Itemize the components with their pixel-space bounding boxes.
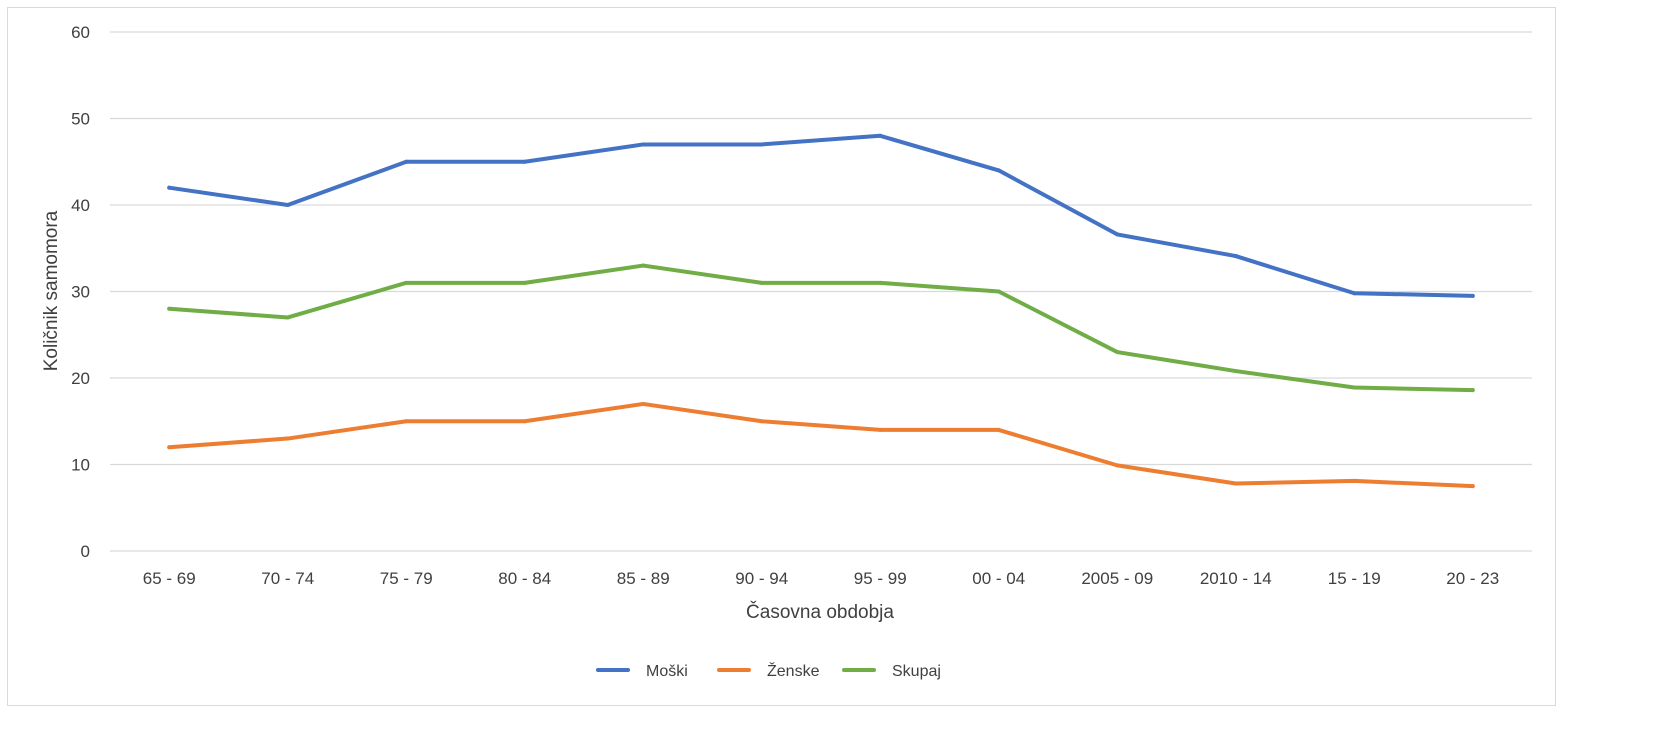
data-point bbox=[1352, 478, 1357, 483]
data-point bbox=[996, 427, 1001, 432]
legend-item: Ženske bbox=[717, 661, 820, 680]
data-point bbox=[996, 289, 1001, 294]
y-tick-label: 60 bbox=[71, 23, 90, 42]
legend-label: Moški bbox=[646, 663, 688, 680]
data-point bbox=[878, 133, 883, 138]
gridlines bbox=[110, 31, 1532, 552]
y-tick-label: 0 bbox=[81, 542, 90, 561]
data-point bbox=[1233, 369, 1238, 374]
data-point bbox=[1470, 484, 1475, 489]
y-axis-title: Količnik samomora bbox=[41, 210, 62, 371]
data-point bbox=[1115, 463, 1120, 468]
data-point bbox=[404, 280, 409, 285]
data-point bbox=[641, 401, 646, 406]
series-line bbox=[167, 401, 1475, 489]
series-2 bbox=[167, 401, 1475, 489]
x-tick-label: 20 - 23 bbox=[1446, 569, 1499, 588]
data-point bbox=[641, 263, 646, 268]
x-tick-label: 90 - 94 bbox=[735, 569, 788, 588]
data-point bbox=[1233, 254, 1238, 259]
data-point bbox=[759, 142, 764, 147]
y-tick-label: 20 bbox=[71, 369, 90, 388]
y-tick-label: 30 bbox=[71, 283, 90, 302]
data-point bbox=[878, 427, 883, 432]
x-tick-label: 00 - 04 bbox=[972, 569, 1025, 588]
data-point bbox=[167, 445, 172, 450]
y-tick-label: 10 bbox=[71, 456, 90, 475]
x-tick-label: 85 - 89 bbox=[617, 569, 670, 588]
x-tick-label: 2005 - 09 bbox=[1081, 569, 1153, 588]
data-point bbox=[1115, 232, 1120, 237]
data-point bbox=[167, 306, 172, 311]
data-point bbox=[759, 419, 764, 424]
x-tick-label: 15 - 19 bbox=[1328, 569, 1381, 588]
legend-item: Skupaj bbox=[842, 663, 941, 680]
legend-label: Ženske bbox=[767, 661, 820, 680]
series-1 bbox=[167, 133, 1475, 298]
x-tick-label: 70 - 74 bbox=[261, 569, 314, 588]
data-point bbox=[1470, 293, 1475, 298]
legend-item: Moški bbox=[596, 663, 688, 680]
data-point bbox=[1352, 291, 1357, 296]
data-point bbox=[996, 168, 1001, 173]
x-tick-label: 95 - 99 bbox=[854, 569, 907, 588]
data-point bbox=[641, 142, 646, 147]
data-point bbox=[285, 203, 290, 207]
y-tick-label: 40 bbox=[71, 196, 90, 215]
data-point bbox=[1233, 481, 1238, 486]
data-point bbox=[285, 315, 290, 320]
x-axis-tick-labels: 65 - 69 70 - 74 75 - 79 80 - 84 85 - 89 90 - … bbox=[143, 569, 1499, 588]
data-point bbox=[522, 280, 527, 285]
x-tick-label: 2010 - 14 bbox=[1200, 569, 1272, 588]
data-point bbox=[878, 280, 883, 285]
data-point bbox=[1352, 385, 1357, 390]
y-axis-tick-labels: 0 10 20 30 40 50 60 bbox=[71, 23, 90, 561]
data-point bbox=[759, 280, 764, 285]
chart-frame bbox=[7, 7, 1556, 706]
data-point bbox=[1470, 388, 1475, 393]
x-tick-label: 80 - 84 bbox=[498, 569, 551, 588]
data-point bbox=[404, 159, 409, 164]
data-point bbox=[404, 419, 409, 424]
x-tick-label: 75 - 79 bbox=[380, 569, 433, 588]
data-point bbox=[1115, 350, 1120, 355]
series-line bbox=[167, 263, 1475, 393]
x-axis-title: Časovna obdobja bbox=[746, 601, 894, 623]
data-point bbox=[522, 419, 527, 424]
series-lines bbox=[167, 133, 1475, 489]
data-point bbox=[285, 436, 290, 441]
legend: Moški Ženske Skupaj bbox=[596, 661, 941, 680]
series-3 bbox=[167, 263, 1475, 393]
legend-label: Skupaj bbox=[892, 663, 941, 680]
series-line bbox=[167, 133, 1475, 298]
x-tick-label: 65 - 69 bbox=[143, 569, 196, 588]
data-point bbox=[167, 185, 172, 190]
y-tick-label: 50 bbox=[71, 110, 90, 129]
data-point bbox=[522, 159, 527, 164]
